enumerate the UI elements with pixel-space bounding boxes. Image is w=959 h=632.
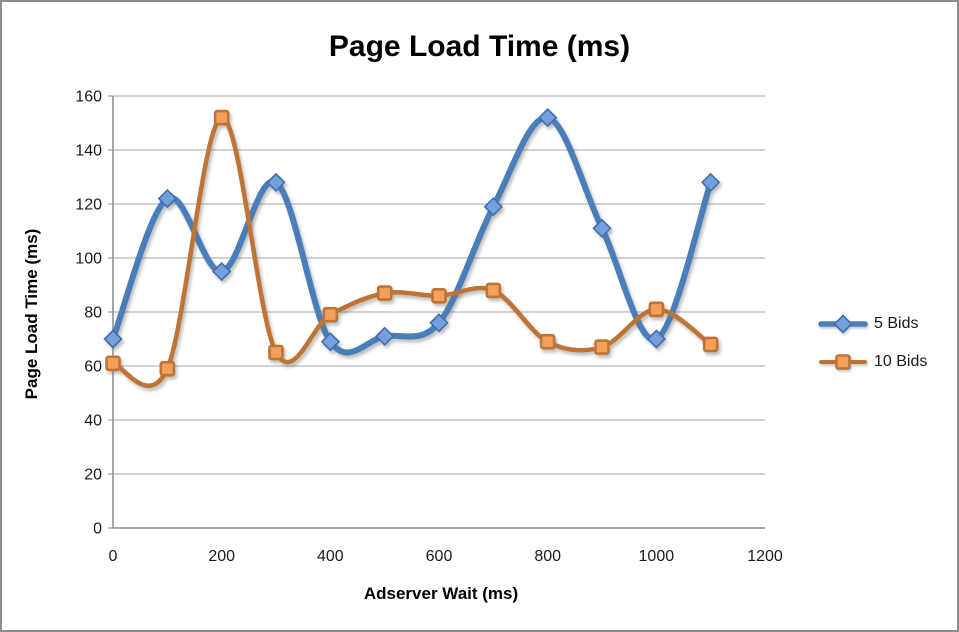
- x-tick-label: 800: [534, 548, 561, 565]
- legend-marker-10-bids: [835, 354, 851, 370]
- series-5-bids-marker: [538, 107, 558, 128]
- y-tick-label: 140: [75, 143, 102, 160]
- x-axis-title: Adserver Wait (ms): [363, 584, 519, 603]
- series-10-bids-marker: [213, 109, 230, 126]
- y-tick-label: 20: [84, 467, 102, 484]
- y-tick-label: 80: [84, 305, 102, 322]
- series-10-bids-marker: [322, 306, 339, 323]
- series-5-bids-marker: [592, 218, 612, 238]
- y-tick-label: 60: [84, 359, 102, 376]
- legend-swatch-5-bids-icon: [818, 314, 868, 334]
- series-5-bids-marker: [375, 326, 395, 346]
- y-tick-label: 120: [75, 197, 102, 214]
- x-tick-label: 0: [109, 548, 118, 565]
- series-10-bids-marker: [159, 360, 176, 377]
- x-tick-label: 200: [208, 548, 235, 565]
- y-tick-label: 100: [75, 251, 102, 268]
- series-5-bids-marker: [157, 188, 177, 209]
- legend-item-10-bids: 10 Bids: [818, 352, 927, 372]
- y-tick-label: 160: [75, 89, 102, 106]
- series-10-bids: [105, 109, 719, 388]
- series-10-bids-marker: [485, 282, 502, 299]
- series-10-bids-marker: [431, 287, 447, 304]
- x-tick-label: 600: [426, 548, 453, 565]
- y-tick-label: 40: [84, 413, 102, 430]
- series-5-bids-marker: [701, 172, 721, 193]
- legend-marker-5-bids: [833, 314, 853, 334]
- series-5-bids-marker: [429, 313, 449, 333]
- series-5-bids-marker: [266, 172, 286, 193]
- series-10-bids-marker: [648, 301, 665, 318]
- legend: 5 Bids 10 Bids: [818, 314, 927, 372]
- series-10-bids-marker: [702, 336, 719, 353]
- x-tick-label: 1000: [639, 548, 675, 565]
- series-10-bids-marker: [105, 355, 121, 372]
- series-10-bids-marker: [268, 344, 284, 361]
- series-5-bids-marker: [103, 329, 123, 349]
- legend-item-5-bids: 5 Bids: [818, 314, 927, 334]
- x-tick-label: 1200: [747, 548, 783, 565]
- legend-swatch-10-bids-icon: [819, 354, 867, 370]
- legend-label-5-bids: 5 Bids: [874, 315, 919, 332]
- x-tick-label: 400: [317, 548, 344, 565]
- series-5-bids-marker: [212, 261, 232, 282]
- series-10-bids-marker: [539, 333, 556, 350]
- y-tick-label: 0: [93, 521, 102, 538]
- series-10-bids-marker: [376, 285, 393, 301]
- series-10-bids-marker: [594, 339, 610, 355]
- series-5-bids-line: [110, 114, 714, 356]
- chart-title: Page Load Time (ms): [328, 30, 631, 63]
- legend-label-10-bids: 10 Bids: [874, 353, 928, 370]
- series-5-bids-marker: [646, 329, 666, 349]
- series-5-bids: [103, 107, 721, 356]
- series-5-bids-marker: [483, 197, 503, 217]
- series-5-bids-marker: [320, 332, 340, 352]
